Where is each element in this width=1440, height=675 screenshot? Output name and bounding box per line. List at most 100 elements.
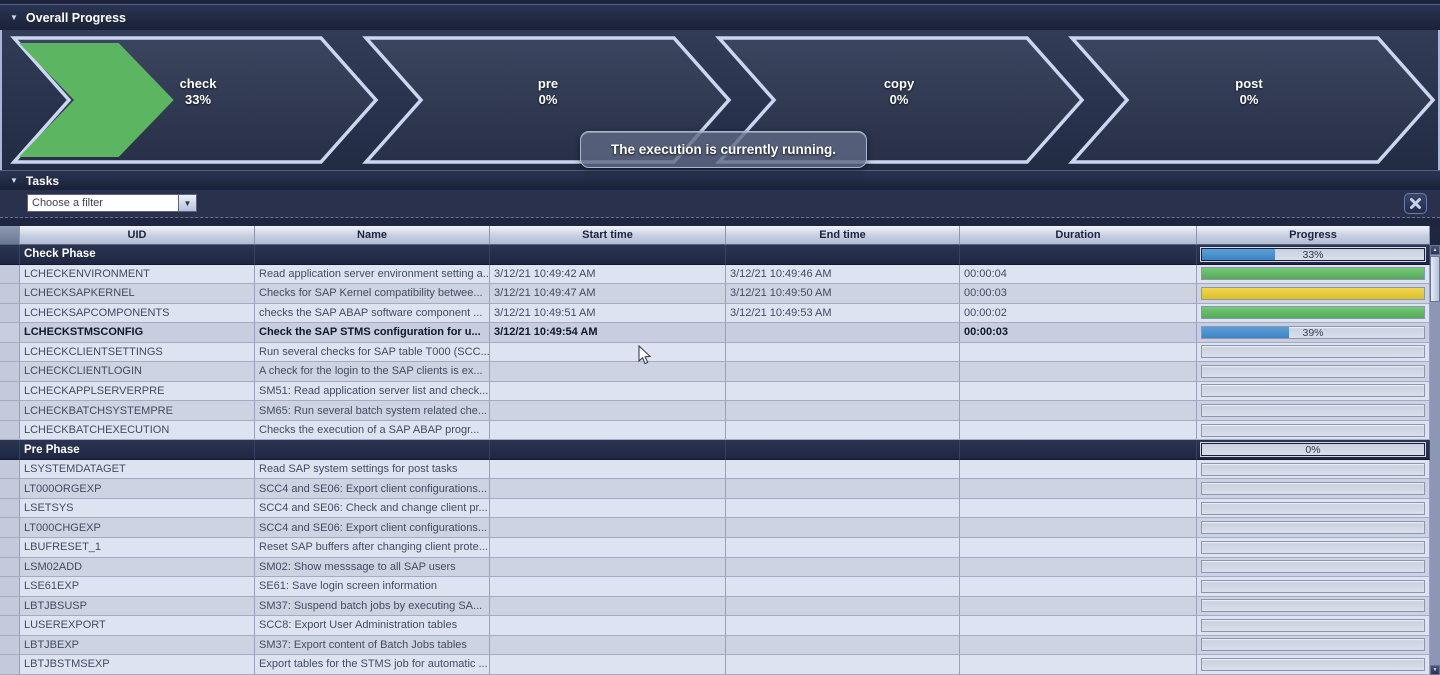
cell-end xyxy=(726,420,960,441)
table-row[interactable]: LCHECKCLIENTLOGIN A check for the login t… xyxy=(0,362,1430,382)
cell-sel xyxy=(0,323,20,343)
clear-filter-button[interactable] xyxy=(1404,193,1427,214)
filter-toolbar: ▼ xyxy=(0,190,1440,218)
cell-progress xyxy=(1197,459,1430,480)
cell-name: A check for the login to the SAP clients… xyxy=(255,362,490,382)
cell-sel xyxy=(0,245,20,265)
cell-sel xyxy=(0,303,20,324)
table-row[interactable]: LSE61EXP SE61: Save login screen informat… xyxy=(0,577,1430,597)
cell-uid: LCHECKCLIENTSETTINGS xyxy=(20,342,255,363)
table-row[interactable]: LSYSTEMDATAGET Read SAP system settings f… xyxy=(0,459,1430,480)
progress-bar xyxy=(1201,423,1425,437)
cell-uid: LSYSTEMDATAGET xyxy=(20,459,255,480)
table-row[interactable]: LBUFRESET_1 Reset SAP buffers after chang… xyxy=(0,537,1430,558)
header-name[interactable]: Name xyxy=(255,226,490,245)
table-row[interactable]: LCHECKCLIENTSETTINGS Run several checks f… xyxy=(0,342,1430,363)
cell-name: SM65: Run several batch system related c… xyxy=(255,401,490,421)
cell-uid: LT000ORGEXP xyxy=(20,479,255,499)
cell-end xyxy=(726,518,960,538)
cell-progress: 0% xyxy=(1197,440,1430,460)
cell-sel xyxy=(0,420,20,441)
phase-group-row[interactable]: Pre Phase 0% xyxy=(0,440,1430,460)
cell-start xyxy=(490,245,726,265)
cell-progress xyxy=(1197,401,1430,421)
cell-progress xyxy=(1197,596,1430,617)
cell-progress xyxy=(1197,420,1430,441)
cell-end xyxy=(726,342,960,363)
scrollbar-thumb[interactable] xyxy=(1430,256,1440,302)
cell-dur xyxy=(960,635,1197,656)
header-end-time[interactable]: End time xyxy=(726,226,960,245)
table-row[interactable]: LCHECKSAPKERNEL Checks for SAP Kernel com… xyxy=(0,284,1430,304)
header-duration[interactable]: Duration xyxy=(960,226,1197,245)
cell-end xyxy=(726,577,960,597)
cell-dur xyxy=(960,401,1197,421)
cell-name: Run several checks for SAP table T000 (S… xyxy=(255,342,490,363)
cell-name: SCC4 and SE06: Export client configurati… xyxy=(255,518,490,538)
cell-uid: LBTJBEXP xyxy=(20,635,255,656)
table-row[interactable]: LBTJBEXP SM37: Export content of Batch Jo… xyxy=(0,635,1430,656)
table-row[interactable]: LCHECKAPPLSERVERPRE SM51: Read applicatio… xyxy=(0,381,1430,402)
scroll-down-button[interactable]: ▼ xyxy=(1430,665,1440,675)
cell-progress: 33% xyxy=(1197,245,1430,265)
cell-sel xyxy=(0,537,20,558)
phase-group-row[interactable]: Check Phase 33% xyxy=(0,245,1430,265)
filter-input[interactable] xyxy=(27,194,179,212)
table-row[interactable]: LT000ORGEXP SCC4 and SE06: Export client … xyxy=(0,479,1430,499)
cell-end xyxy=(726,479,960,499)
tasks-section-header[interactable]: ▼ Tasks xyxy=(0,170,1440,190)
table-row[interactable]: LCHECKSAPCOMPONENTS checks the SAP ABAP s… xyxy=(0,303,1430,324)
cell-start: 3/12/21 10:49:54 AM xyxy=(490,323,726,343)
table-row[interactable]: LCHECKENVIRONMENT Read application server… xyxy=(0,264,1430,285)
vertical-scrollbar[interactable]: ▲ ▼ xyxy=(1430,245,1440,675)
cell-start xyxy=(490,577,726,597)
mouse-cursor xyxy=(638,345,652,365)
table-row[interactable]: LCHECKSTMSCONFIG Check the SAP STMS confi… xyxy=(0,323,1430,343)
table-row[interactable]: LSM02ADD SM02: Show messsage to all SAP u… xyxy=(0,557,1430,578)
scroll-up-button[interactable]: ▲ xyxy=(1430,245,1440,255)
header-uid[interactable]: UID xyxy=(20,226,255,245)
filter-dropdown-button[interactable]: ▼ xyxy=(179,194,197,212)
cell-uid: LCHECKBATCHSYSTEMPRE xyxy=(20,401,255,421)
cell-dur xyxy=(960,577,1197,597)
cell-sel xyxy=(0,635,20,656)
header-progress[interactable]: Progress xyxy=(1197,226,1430,245)
table-row[interactable]: LCHECKBATCHEXECUTION Checks the execution… xyxy=(0,420,1430,441)
table-row[interactable]: LUSEREXPORT SCC8: Export User Administrat… xyxy=(0,616,1430,636)
cell-start xyxy=(490,401,726,421)
cell-name: Read SAP system settings for post tasks xyxy=(255,459,490,480)
header-start-time[interactable]: Start time xyxy=(490,226,726,245)
cell-uid: LCHECKBATCHEXECUTION xyxy=(20,420,255,441)
progress-bar xyxy=(1201,657,1425,671)
cell-end xyxy=(726,557,960,578)
cell-end xyxy=(726,616,960,636)
table-row[interactable]: LSETSYS SCC4 and SE06: Check and change c… xyxy=(0,498,1430,519)
table-row[interactable]: LCHECKBATCHSYSTEMPRE SM65: Run several ba… xyxy=(0,401,1430,421)
progress-bar xyxy=(1201,540,1425,554)
check-phase-progress-fill xyxy=(19,43,174,157)
overall-progress-title: Overall Progress xyxy=(25,10,126,25)
table-row[interactable]: LT000CHGEXP SCC4 and SE06: Export client … xyxy=(0,518,1430,538)
cell-name: SM02: Show messsage to all SAP users xyxy=(255,557,490,578)
progress-bar: 39% xyxy=(1201,325,1425,339)
cell-sel xyxy=(0,440,20,460)
cell-end xyxy=(726,655,960,675)
table-row[interactable]: LBTJBSUSP SM37: Suspend batch jobs by exe… xyxy=(0,596,1430,617)
cell-uid: LBTJBSUSP xyxy=(20,596,255,617)
overall-progress-section-header[interactable]: ▼ Overall Progress xyxy=(0,4,1440,30)
progress-bar xyxy=(1201,482,1425,496)
cell-sel xyxy=(0,498,20,519)
cell-progress xyxy=(1197,577,1430,597)
cell-dur xyxy=(960,440,1197,460)
cell-name: Check the SAP STMS configuration for u..… xyxy=(255,323,490,343)
cell-start xyxy=(490,440,726,460)
cell-name xyxy=(255,245,490,265)
cell-uid: LSM02ADD xyxy=(20,557,255,578)
cell-dur xyxy=(960,557,1197,578)
cell-sel xyxy=(0,655,20,675)
cell-dur xyxy=(960,596,1197,617)
cell-dur xyxy=(960,420,1197,441)
table-row[interactable]: LBTJBSTMSEXP Export tables for the STMS j… xyxy=(0,655,1430,675)
cell-uid: Check Phase xyxy=(20,245,255,265)
